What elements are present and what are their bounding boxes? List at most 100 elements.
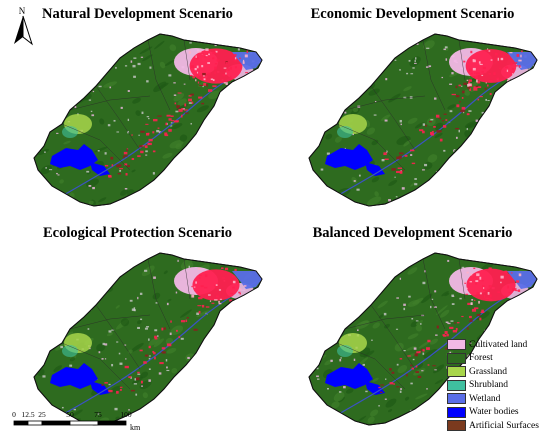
urban-speckle	[467, 83, 470, 87]
cultivated-speckle	[118, 352, 121, 355]
urban-speckle	[470, 72, 473, 75]
built-up-patch	[205, 306, 210, 308]
forest-texture	[166, 347, 177, 354]
urban-speckle	[470, 273, 473, 276]
forest-texture	[153, 81, 167, 93]
cultivated-speckle	[322, 414, 324, 417]
urban-speckle	[474, 75, 478, 79]
built-up-patch	[389, 368, 392, 371]
forest-texture	[53, 365, 62, 372]
forest-texture	[88, 200, 94, 205]
forest-texture	[36, 300, 48, 308]
cultivated-speckle	[234, 189, 237, 193]
urban-speckle	[195, 281, 197, 284]
cultivated-speckle	[482, 159, 485, 162]
built-up-patch	[180, 320, 186, 323]
urban-speckle	[246, 50, 249, 54]
built-up-patch	[445, 119, 448, 121]
urban-speckle	[244, 77, 248, 80]
built-up-patch	[124, 163, 128, 166]
urban-speckle	[474, 72, 476, 75]
cultivated-speckle	[366, 303, 370, 305]
cultivated-speckle	[141, 111, 144, 115]
forest-texture	[314, 83, 322, 88]
cultivated-speckle	[403, 307, 406, 311]
cultivated-speckle	[253, 172, 255, 175]
panel-title: Economic Development Scenario	[310, 6, 515, 22]
forest-texture	[103, 81, 118, 88]
cultivated-speckle	[145, 154, 148, 156]
cultivated-speckle	[339, 415, 341, 418]
forest-texture	[238, 397, 246, 405]
district-boundary	[422, 39, 446, 111]
urban-speckle	[203, 78, 206, 81]
cultivated-speckle	[401, 187, 405, 190]
forest-texture	[250, 395, 262, 404]
forest-texture	[372, 377, 379, 382]
cultivated-speckle	[413, 347, 417, 350]
built-up-patch	[110, 156, 114, 160]
urban-speckle	[221, 267, 224, 270]
urban-speckle	[225, 61, 228, 65]
cultivated-speckle	[203, 203, 206, 205]
cultivated-speckle	[421, 370, 424, 372]
built-up-patch	[479, 317, 482, 321]
cultivated-speckle	[49, 289, 53, 291]
urban-speckle	[478, 61, 481, 64]
cultivated-speckle	[498, 262, 500, 265]
cultivated-speckle	[319, 52, 323, 54]
built-up-patch	[422, 130, 425, 134]
built-up-patch	[174, 102, 177, 105]
cultivated-speckle	[96, 272, 99, 275]
built-up-patch	[391, 371, 395, 374]
built-up-patch	[212, 85, 217, 88]
forest-texture	[441, 291, 449, 297]
forest-texture	[452, 184, 460, 190]
cultivated-speckle	[127, 90, 130, 92]
urban-speckle	[205, 54, 208, 57]
cultivated-speckle	[61, 406, 64, 409]
forest-texture	[367, 196, 382, 206]
urban-speckle	[232, 286, 235, 289]
built-up-patch	[204, 305, 207, 307]
cultivated-speckle	[50, 89, 53, 92]
forest-texture	[415, 362, 424, 369]
built-up-patch	[154, 337, 158, 340]
built-up-patch	[165, 122, 168, 126]
built-up-patch	[431, 130, 434, 133]
cultivated-speckle	[255, 166, 258, 169]
forest-texture	[173, 92, 185, 102]
forest-texture	[244, 102, 251, 110]
scale-segment	[13, 420, 29, 426]
forest-texture	[403, 86, 412, 92]
built-up-patch	[168, 129, 172, 132]
built-up-patch	[417, 375, 422, 378]
urban-speckle	[211, 302, 215, 304]
forest-texture	[427, 154, 438, 163]
cultivated-speckle	[362, 363, 365, 366]
cultivated-speckle	[138, 134, 140, 136]
built-up-patch	[487, 297, 491, 299]
cultivated-speckle	[378, 405, 381, 407]
cultivated-speckle	[183, 83, 186, 85]
built-up-patch	[477, 80, 481, 84]
cultivated-speckle	[444, 46, 448, 49]
built-up-patch	[118, 164, 122, 167]
cultivated-speckle	[238, 162, 241, 164]
urban-speckle	[191, 285, 193, 288]
built-up-patch	[159, 362, 164, 365]
built-up-patch	[123, 155, 128, 157]
cultivated-speckle	[167, 416, 169, 419]
cultivated-speckle	[133, 57, 137, 59]
cultivated-speckle	[66, 289, 69, 292]
cultivated-speckle	[447, 259, 450, 262]
cultivated-speckle	[212, 362, 216, 364]
built-up-patch	[471, 308, 477, 312]
scale-unit: km	[130, 423, 141, 432]
cultivated-speckle	[203, 201, 206, 203]
cultivated-speckle	[344, 111, 347, 114]
urban-speckle	[488, 50, 491, 52]
forest-texture	[223, 404, 238, 413]
forest-texture	[372, 40, 384, 51]
built-up-patch	[466, 113, 470, 116]
